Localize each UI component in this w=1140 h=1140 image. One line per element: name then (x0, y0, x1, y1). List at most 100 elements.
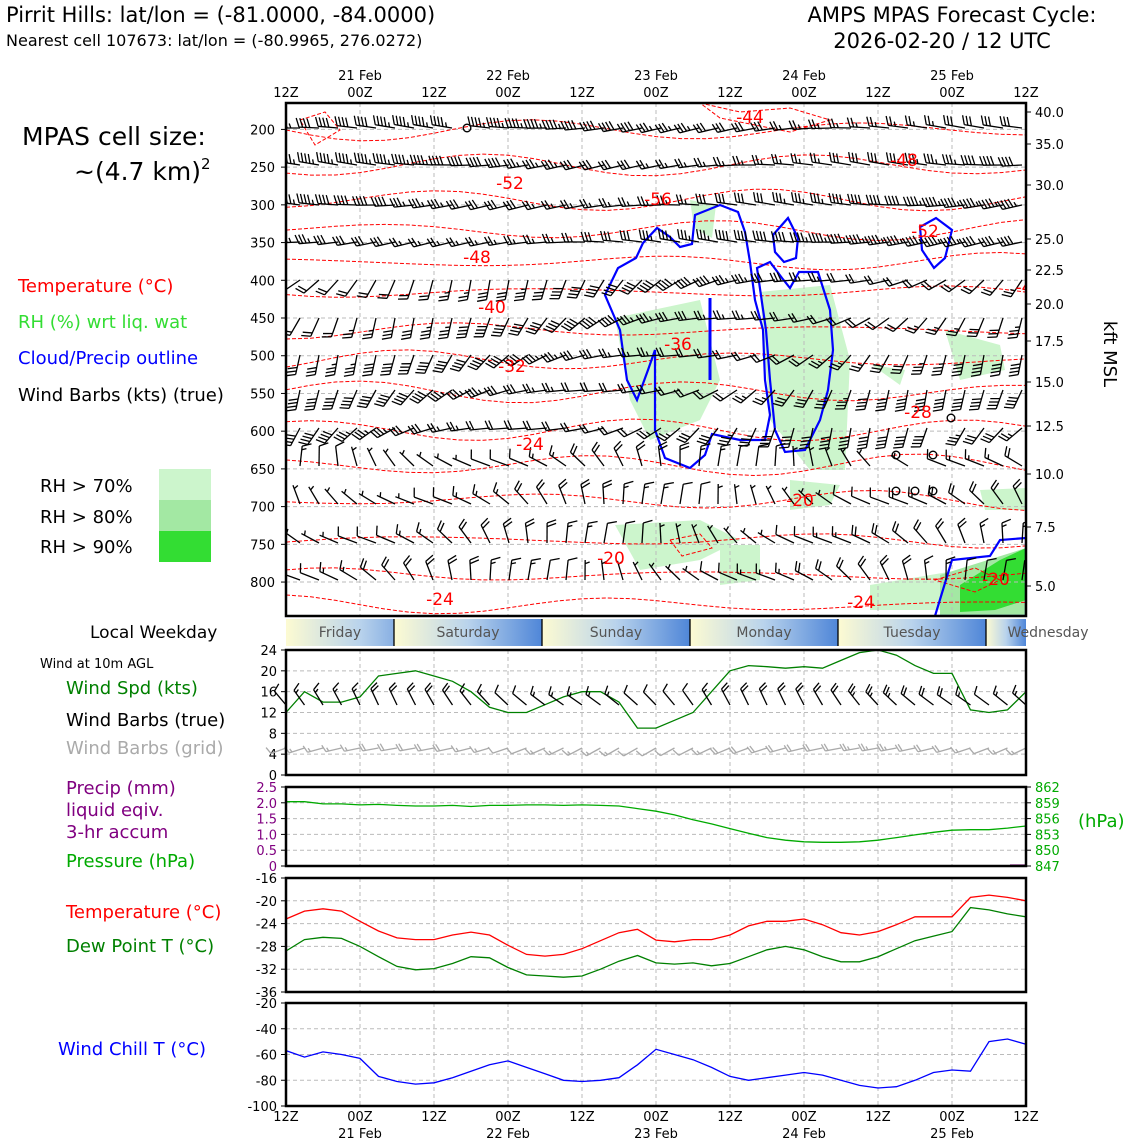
wind-barb (1002, 558, 1016, 581)
wind-barb (560, 382, 586, 393)
calm-marker (910, 486, 920, 496)
wind-barb (419, 317, 434, 340)
y-tick-label: 12 (260, 707, 277, 722)
wind-barb (913, 389, 928, 412)
wind-barb (484, 236, 510, 247)
temp-legend: Temperature (°C) (65, 902, 221, 923)
wind-barb (452, 454, 472, 467)
grid-wind-barb (820, 743, 842, 752)
temperature-contour (933, 567, 1002, 593)
legend-temperature: Temperature (°C) (17, 276, 173, 297)
surface-wind-barb (313, 682, 324, 706)
wind-barb (374, 389, 396, 407)
wind-barb (695, 193, 719, 206)
wind-barb (286, 389, 301, 412)
wind-barb (798, 487, 814, 505)
wind-barb (315, 427, 339, 444)
wind-barb (618, 279, 643, 295)
wind-barb (947, 483, 966, 505)
temperature-contour (286, 453, 1026, 477)
surface-wind-barb (388, 682, 398, 706)
wind-barb (736, 563, 757, 581)
wind-barb (904, 317, 928, 334)
y-tick-label: -20 (256, 895, 277, 910)
wind-barb (483, 199, 510, 211)
wind-barb (794, 561, 814, 581)
wind-barb (286, 427, 301, 447)
wind-barb (844, 317, 871, 329)
wind-barb (951, 389, 966, 412)
wind-barb (616, 560, 624, 581)
wind-barb (580, 478, 591, 505)
wind-barb (923, 153, 947, 166)
wind-barb (679, 442, 690, 467)
temperature-contour (286, 153, 1026, 177)
wind-barb (343, 354, 358, 377)
surface-wind-barb (992, 685, 1008, 706)
wind-barb (768, 354, 795, 365)
wind-barb (578, 424, 605, 434)
wind-barb (696, 427, 719, 445)
rh-area (960, 548, 1026, 612)
bottom-hour-label: 12Z (865, 1110, 891, 1125)
wind-barb (341, 488, 358, 505)
grid-wind-barb (543, 747, 564, 756)
wind-barb (730, 351, 757, 362)
top-hour-label: 12Z (865, 86, 891, 101)
pressure-tick-label: 800 (250, 576, 275, 591)
grid-wind-barb (931, 744, 953, 754)
panel-frame (284, 785, 1028, 868)
wind-barb (655, 278, 681, 292)
wind-barb (792, 445, 798, 467)
wind-barb (305, 354, 320, 377)
wind-barb (308, 485, 320, 505)
rh-area (615, 300, 720, 440)
pressure-tick-label: 500 (250, 350, 275, 365)
wind-barb (920, 279, 947, 291)
wind-barb (962, 427, 985, 445)
y-tick-label: 24 (260, 644, 277, 659)
grid-wind-barb (783, 744, 805, 753)
precip-legend-2: liquid eqiv. (66, 800, 163, 821)
calm-markers (462, 123, 956, 496)
wind-barb (757, 529, 776, 544)
wind-barb (485, 117, 510, 129)
wind-barb (579, 382, 605, 393)
wind-barb (579, 316, 605, 330)
grid-wind-barb (487, 746, 509, 754)
surface-wind-barb (623, 684, 638, 706)
bottom-hour-label: 12Z (569, 1110, 595, 1125)
wind-barb (484, 157, 510, 169)
wind-barb (456, 317, 472, 339)
height-tick-label: 25.0 (1035, 233, 1064, 248)
wind-barb (888, 487, 909, 505)
wind-barb (964, 449, 985, 467)
wind-barb (901, 279, 928, 289)
temperature-contour (286, 251, 1026, 271)
wind-barb (622, 520, 636, 544)
wind-barb (698, 481, 711, 505)
wind-barb (438, 317, 453, 340)
wind-barb (580, 231, 605, 243)
wind-barb (603, 521, 617, 544)
wind-barb (388, 237, 415, 248)
wind-barb (569, 443, 586, 467)
dewpoint-line (285, 906, 1027, 978)
wind-barb (636, 196, 662, 207)
wind-barb (485, 354, 510, 369)
grid-wind-barb (580, 747, 601, 757)
wind-barb (946, 317, 966, 337)
wind-barb (380, 354, 396, 376)
wind-barb (940, 197, 966, 209)
wind-barb (372, 153, 396, 166)
wind-barb (339, 560, 358, 581)
wind-barb (1003, 389, 1023, 409)
pressure-tick-label: 600 (250, 425, 275, 440)
wind-barb (584, 520, 598, 544)
wind-barb (397, 354, 415, 375)
wind-barb (391, 153, 415, 166)
surface-wind-barb (830, 682, 842, 706)
y-tick-label: -24 (256, 918, 277, 933)
wind-barb (781, 486, 795, 505)
wind-barb (808, 232, 833, 243)
